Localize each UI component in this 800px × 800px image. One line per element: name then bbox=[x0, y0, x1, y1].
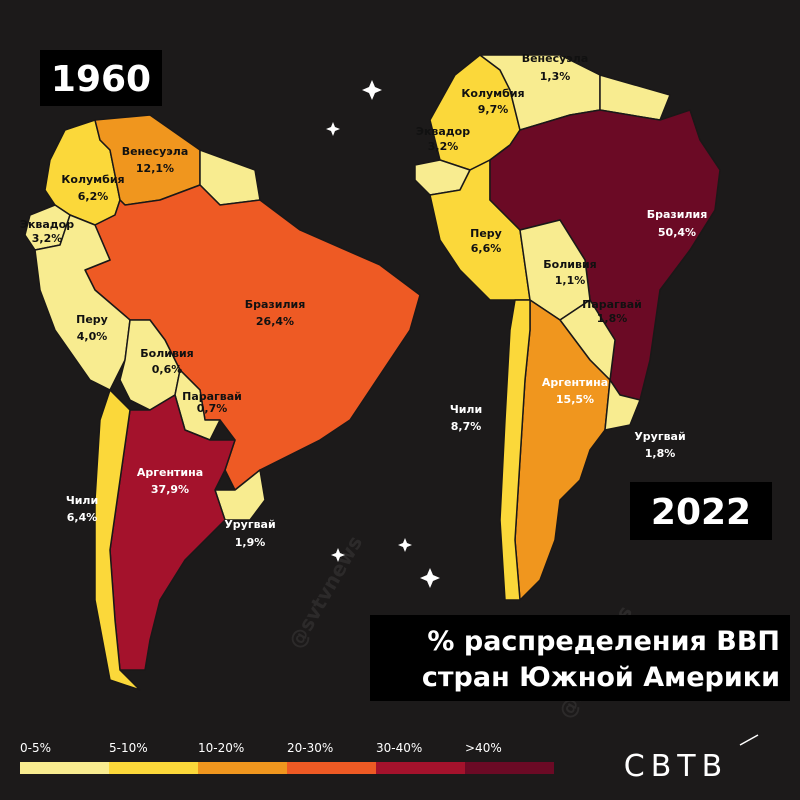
star bbox=[326, 122, 340, 136]
country-share: 6,4% bbox=[67, 511, 98, 524]
legend-label: 0-5% bbox=[20, 741, 51, 755]
country-chile bbox=[94, 389, 141, 691]
country-name: Аргентина bbox=[137, 466, 203, 479]
country-share: 6,6% bbox=[471, 242, 502, 255]
legend-swatch bbox=[198, 762, 287, 774]
maps bbox=[24, 54, 721, 691]
country-name: Чили bbox=[450, 403, 482, 416]
country-name: Чили bbox=[66, 494, 98, 507]
legend-label: >40% bbox=[465, 741, 502, 755]
legend-label: 10-20% bbox=[198, 741, 244, 755]
star bbox=[420, 568, 440, 588]
year-box bbox=[630, 482, 772, 540]
country-share: 3,2% bbox=[32, 232, 63, 245]
year-label: 1960 bbox=[51, 59, 151, 100]
country-peru bbox=[34, 214, 131, 391]
country-labels: Венесуэла12,1%Колумбия6,2%Эквадор3,2%Пер… bbox=[20, 52, 707, 549]
star bbox=[362, 80, 382, 100]
country-name: Перу bbox=[470, 227, 502, 240]
legend-swatch bbox=[465, 762, 554, 774]
country-uruguay bbox=[604, 379, 641, 431]
country-share: 26,4% bbox=[256, 315, 294, 328]
country-share: 8,7% bbox=[451, 420, 482, 433]
country-name: Парагвай bbox=[182, 390, 242, 403]
country-name: Венесуэла bbox=[522, 52, 589, 65]
logo: СВТВ bbox=[624, 749, 728, 784]
year-box bbox=[40, 50, 162, 106]
logo-mark bbox=[739, 734, 759, 746]
country-name: Колумбия bbox=[61, 173, 124, 186]
country-share: 1,8% bbox=[597, 312, 628, 325]
legend-swatch bbox=[109, 762, 198, 774]
country-name: Перу bbox=[76, 313, 108, 326]
country-name: Колумбия bbox=[461, 87, 524, 100]
country-name: Бразилия bbox=[245, 298, 306, 311]
stars bbox=[326, 80, 440, 588]
legend-label: 30-40% bbox=[376, 741, 422, 755]
year-label: 2022 bbox=[651, 492, 751, 533]
country-share: 37,9% bbox=[151, 483, 189, 496]
legend-label: 20-30% bbox=[287, 741, 333, 755]
star bbox=[331, 548, 345, 562]
legend-swatch bbox=[20, 762, 109, 774]
country-name: Бразилия bbox=[647, 208, 708, 221]
title-box bbox=[370, 615, 790, 701]
country-chile bbox=[499, 299, 531, 601]
country-share: 9,7% bbox=[478, 103, 509, 116]
country-share: 4,0% bbox=[77, 330, 108, 343]
legend-swatch bbox=[376, 762, 465, 774]
country-name: Боливия bbox=[543, 258, 596, 271]
country-share: 1,8% bbox=[645, 447, 676, 460]
country-share: 15,5% bbox=[556, 393, 594, 406]
country-share: 1,9% bbox=[235, 536, 266, 549]
country-name: Парагвай bbox=[582, 298, 642, 311]
country-share: 50,4% bbox=[658, 226, 696, 239]
country-name: Венесуэла bbox=[122, 145, 189, 158]
country-name: Уругвай bbox=[634, 430, 685, 443]
country-share: 3,2% bbox=[428, 140, 459, 153]
star bbox=[398, 538, 412, 552]
country-name: Аргентина bbox=[542, 376, 608, 389]
legend-swatch bbox=[287, 762, 376, 774]
legend: 0-5% 5-10% 10-20% 20-30% 30-40% >40% bbox=[20, 741, 554, 774]
country-name: Эквадор bbox=[416, 125, 470, 138]
title-line: стран Южной Америки bbox=[422, 662, 780, 693]
legend-label: 5-10% bbox=[109, 741, 148, 755]
country-share: 6,2% bbox=[78, 190, 109, 203]
country-share: 12,1% bbox=[136, 162, 174, 175]
country-name: Эквадор bbox=[20, 218, 74, 231]
country-share: 0,6% bbox=[152, 363, 183, 376]
country-share: 0,7% bbox=[197, 402, 228, 415]
title-line: % распределения ВВП bbox=[427, 626, 780, 657]
country-share: 1,3% bbox=[540, 70, 571, 83]
country-share: 1,1% bbox=[555, 274, 586, 287]
country-name: Боливия bbox=[140, 347, 193, 360]
country-name: Уругвай bbox=[224, 518, 275, 531]
